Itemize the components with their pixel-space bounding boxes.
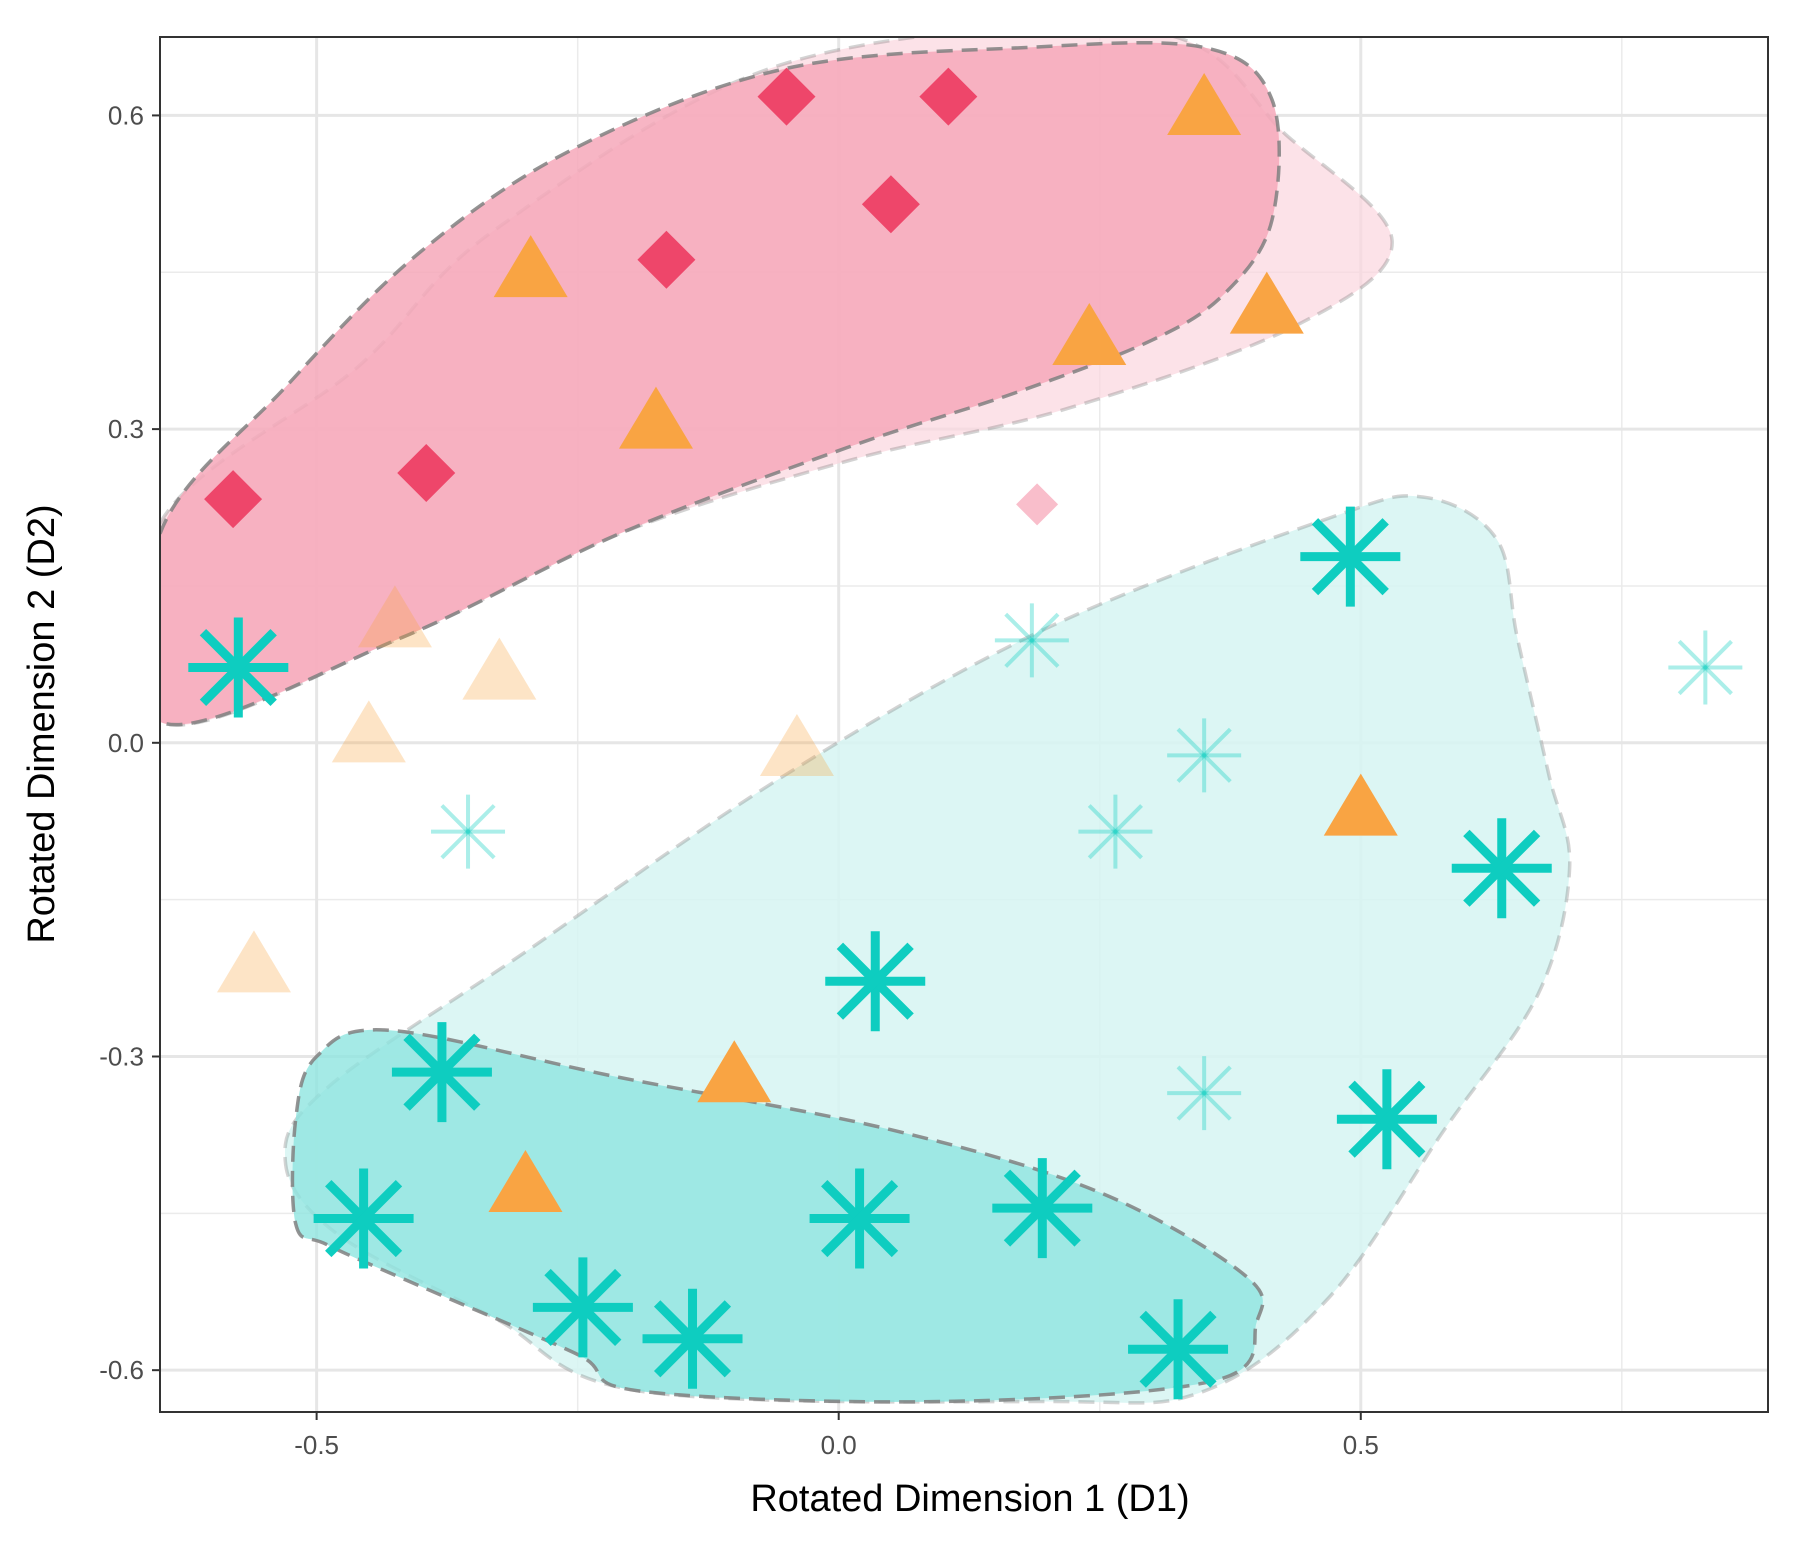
y-tick-label: 0.0 <box>108 728 144 758</box>
diamond-point <box>204 470 263 529</box>
asterisk-point <box>1300 506 1401 607</box>
y-tick-label: -0.6 <box>99 1355 144 1385</box>
triangle-point <box>697 1040 772 1103</box>
diamond-point <box>397 444 456 503</box>
pink-inner-hull <box>160 40 1281 727</box>
asterisk-point <box>532 1257 633 1358</box>
triangle-point <box>1229 271 1304 334</box>
y-tick-label: 0.3 <box>108 414 144 444</box>
asterisk-stroke <box>1176 1065 1232 1121</box>
asterisk-stroke <box>1004 612 1060 668</box>
asterisk-stroke <box>440 804 496 860</box>
asterisk-stroke <box>1677 639 1733 696</box>
y-axis-title: Rotated Dimension 2 (D2) <box>21 504 63 943</box>
asterisk-point <box>431 794 506 869</box>
asterisk-point <box>1167 1056 1242 1131</box>
asterisk-point <box>809 1168 910 1269</box>
diamond-point <box>919 67 978 126</box>
asterisk-stroke <box>1004 612 1060 668</box>
asterisk-point <box>1668 630 1743 705</box>
asterisk-stroke <box>403 1033 481 1111</box>
asterisk-point <box>642 1288 743 1389</box>
triangle-point <box>759 713 834 776</box>
x-axis-title: Rotated Dimension 1 (D1) <box>750 1478 1189 1520</box>
x-tick-label: -0.5 <box>294 1430 339 1460</box>
asterisk-stroke <box>1139 1310 1217 1388</box>
asterisk-stroke <box>440 804 496 860</box>
axis-ticks: -0.5 0.0 0.5 -0.6 -0.3 0.0 0.3 0.6 <box>99 100 1379 1460</box>
asterisk-point <box>1451 818 1552 919</box>
asterisk-stroke <box>1176 727 1232 783</box>
asterisk-stroke <box>544 1268 622 1346</box>
triangle-point <box>331 700 406 763</box>
x-tick-label: 0.5 <box>1343 1430 1379 1460</box>
asterisk-stroke <box>1463 829 1541 907</box>
asterisk-stroke <box>1176 727 1232 783</box>
asterisk-stroke <box>1311 518 1389 596</box>
triangle-point <box>216 930 291 993</box>
asterisk-stroke <box>821 1180 899 1258</box>
asterisk-point <box>825 931 926 1032</box>
asterisk-point <box>994 603 1069 678</box>
triangle-point <box>1052 303 1127 366</box>
asterisk-point <box>992 1158 1093 1259</box>
triangle-point <box>462 637 537 700</box>
asterisk-point <box>313 1168 414 1269</box>
plot-panel-border <box>159 36 1769 1413</box>
triangle-point <box>618 386 693 449</box>
triangle-point <box>357 585 432 648</box>
x-tick-label: 0.0 <box>821 1430 857 1460</box>
triangle-point <box>1323 773 1398 836</box>
triangle-point <box>488 1149 563 1212</box>
asterisk-stroke <box>199 628 277 707</box>
y-tick-label: 0.6 <box>108 100 144 130</box>
asterisk-stroke <box>1348 1080 1426 1158</box>
triangle-point <box>493 235 568 298</box>
asterisk-point <box>391 1022 492 1123</box>
asterisk-stroke <box>1003 1169 1081 1247</box>
data-points <box>188 67 1743 1400</box>
triangle-point <box>1167 72 1242 135</box>
asterisk-point <box>188 617 289 718</box>
asterisk-stroke <box>325 1180 403 1258</box>
diamond-point <box>757 67 816 126</box>
diamond-point <box>1016 483 1059 526</box>
asterisk-point <box>1167 718 1242 793</box>
asterisk-stroke <box>836 942 914 1020</box>
asterisk-point <box>1078 794 1153 869</box>
asterisk-stroke <box>1087 804 1143 860</box>
asterisk-stroke <box>1677 639 1733 696</box>
y-tick-label: -0.3 <box>99 1041 144 1071</box>
asterisk-stroke <box>1087 804 1143 860</box>
asterisk-point <box>1336 1069 1437 1170</box>
diamond-point <box>637 230 696 289</box>
asterisk-stroke <box>1176 1065 1232 1121</box>
asterisk-stroke <box>653 1300 732 1378</box>
diamond-point <box>861 175 920 234</box>
asterisk-point <box>1128 1299 1229 1400</box>
